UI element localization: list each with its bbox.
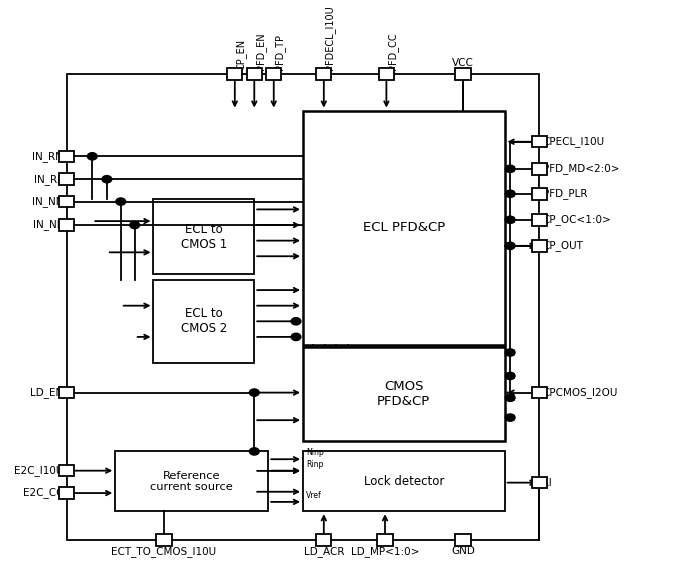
Text: E2C_CC: E2C_CC	[22, 488, 63, 499]
Text: GND: GND	[451, 546, 475, 556]
Bar	[455, 68, 470, 80]
Circle shape	[505, 394, 515, 402]
Circle shape	[291, 333, 301, 341]
Bar	[379, 68, 394, 80]
Text: ECL to
CMOS 1: ECL to CMOS 1	[181, 223, 227, 251]
Text: PFD_MD<2:0>: PFD_MD<2:0>	[543, 164, 620, 174]
Bar	[303, 451, 505, 511]
Text: ECL to
CMOS 2: ECL to CMOS 2	[181, 307, 227, 336]
Text: PFD_PLR: PFD_PLR	[543, 188, 587, 199]
Text: LD_MP<1:0>: LD_MP<1:0>	[351, 546, 419, 557]
Bar	[59, 387, 74, 398]
Bar	[59, 465, 74, 477]
Bar	[532, 188, 547, 200]
Bar	[59, 196, 74, 208]
Bar	[59, 219, 74, 231]
Text: Vref: Vref	[307, 491, 322, 500]
Bar	[532, 163, 547, 174]
Text: PFD_EN: PFD_EN	[255, 32, 266, 70]
Circle shape	[249, 389, 259, 396]
Text: Rinp: Rinp	[307, 460, 324, 469]
Bar	[59, 487, 74, 499]
Circle shape	[291, 318, 301, 325]
Text: CPECL_I10U: CPECL_I10U	[543, 136, 605, 147]
Text: Reference
current source: Reference current source	[150, 470, 233, 492]
Circle shape	[505, 165, 515, 173]
Text: ECT_TO_CMOS_I10U: ECT_TO_CMOS_I10U	[111, 546, 216, 557]
Text: PFD_TP: PFD_TP	[274, 34, 286, 70]
Bar	[59, 151, 74, 162]
Text: LD_EN: LD_EN	[30, 387, 63, 398]
Bar	[455, 534, 470, 545]
Text: Ninp: Ninp	[307, 448, 324, 457]
Circle shape	[102, 175, 112, 183]
Bar	[246, 68, 262, 80]
Bar	[153, 199, 254, 275]
Text: IN_RP: IN_RP	[34, 174, 63, 184]
Bar	[153, 280, 254, 363]
Bar	[303, 111, 505, 345]
Circle shape	[505, 242, 515, 249]
Text: E2C_I10U: E2C_I10U	[14, 465, 63, 476]
Bar	[532, 214, 547, 226]
Circle shape	[116, 198, 125, 205]
Bar	[532, 136, 547, 147]
Text: CMOS
PFD&CP: CMOS PFD&CP	[377, 380, 430, 408]
Text: LD_ACR: LD_ACR	[304, 546, 344, 557]
Text: CP_OC<1:0>: CP_OC<1:0>	[543, 214, 612, 225]
Bar	[266, 68, 281, 80]
Circle shape	[130, 222, 139, 228]
Circle shape	[249, 448, 259, 455]
Bar	[532, 240, 547, 252]
Bar	[532, 477, 547, 488]
Circle shape	[505, 349, 515, 356]
Bar	[377, 534, 393, 545]
Text: IN_NP: IN_NP	[33, 219, 63, 231]
Text: IN_RN: IN_RN	[32, 151, 63, 162]
Text: PFDECL_I10U: PFDECL_I10U	[325, 5, 335, 70]
Text: ECL PFD&CP: ECL PFD&CP	[363, 221, 445, 234]
Bar	[228, 68, 242, 80]
Bar	[303, 347, 505, 441]
Bar	[532, 387, 547, 398]
Circle shape	[505, 414, 515, 421]
Circle shape	[505, 190, 515, 197]
Text: PFD_CC: PFD_CC	[387, 32, 398, 70]
Text: CP_OUT: CP_OUT	[543, 240, 584, 252]
Circle shape	[88, 153, 97, 160]
Text: Lock detector: Lock detector	[363, 475, 444, 488]
Bar	[116, 451, 268, 511]
Text: VCC: VCC	[452, 58, 474, 68]
Circle shape	[505, 372, 515, 380]
Circle shape	[505, 216, 515, 223]
Bar	[316, 534, 332, 545]
Text: CP_EN: CP_EN	[235, 39, 246, 70]
Bar	[316, 68, 332, 80]
Bar	[156, 534, 172, 545]
Bar	[66, 74, 540, 540]
Text: IN_NN: IN_NN	[32, 196, 63, 207]
Text: CPCMOS_I2OU: CPCMOS_I2OU	[543, 387, 618, 398]
Bar	[59, 174, 74, 185]
Text: LI: LI	[543, 478, 552, 488]
